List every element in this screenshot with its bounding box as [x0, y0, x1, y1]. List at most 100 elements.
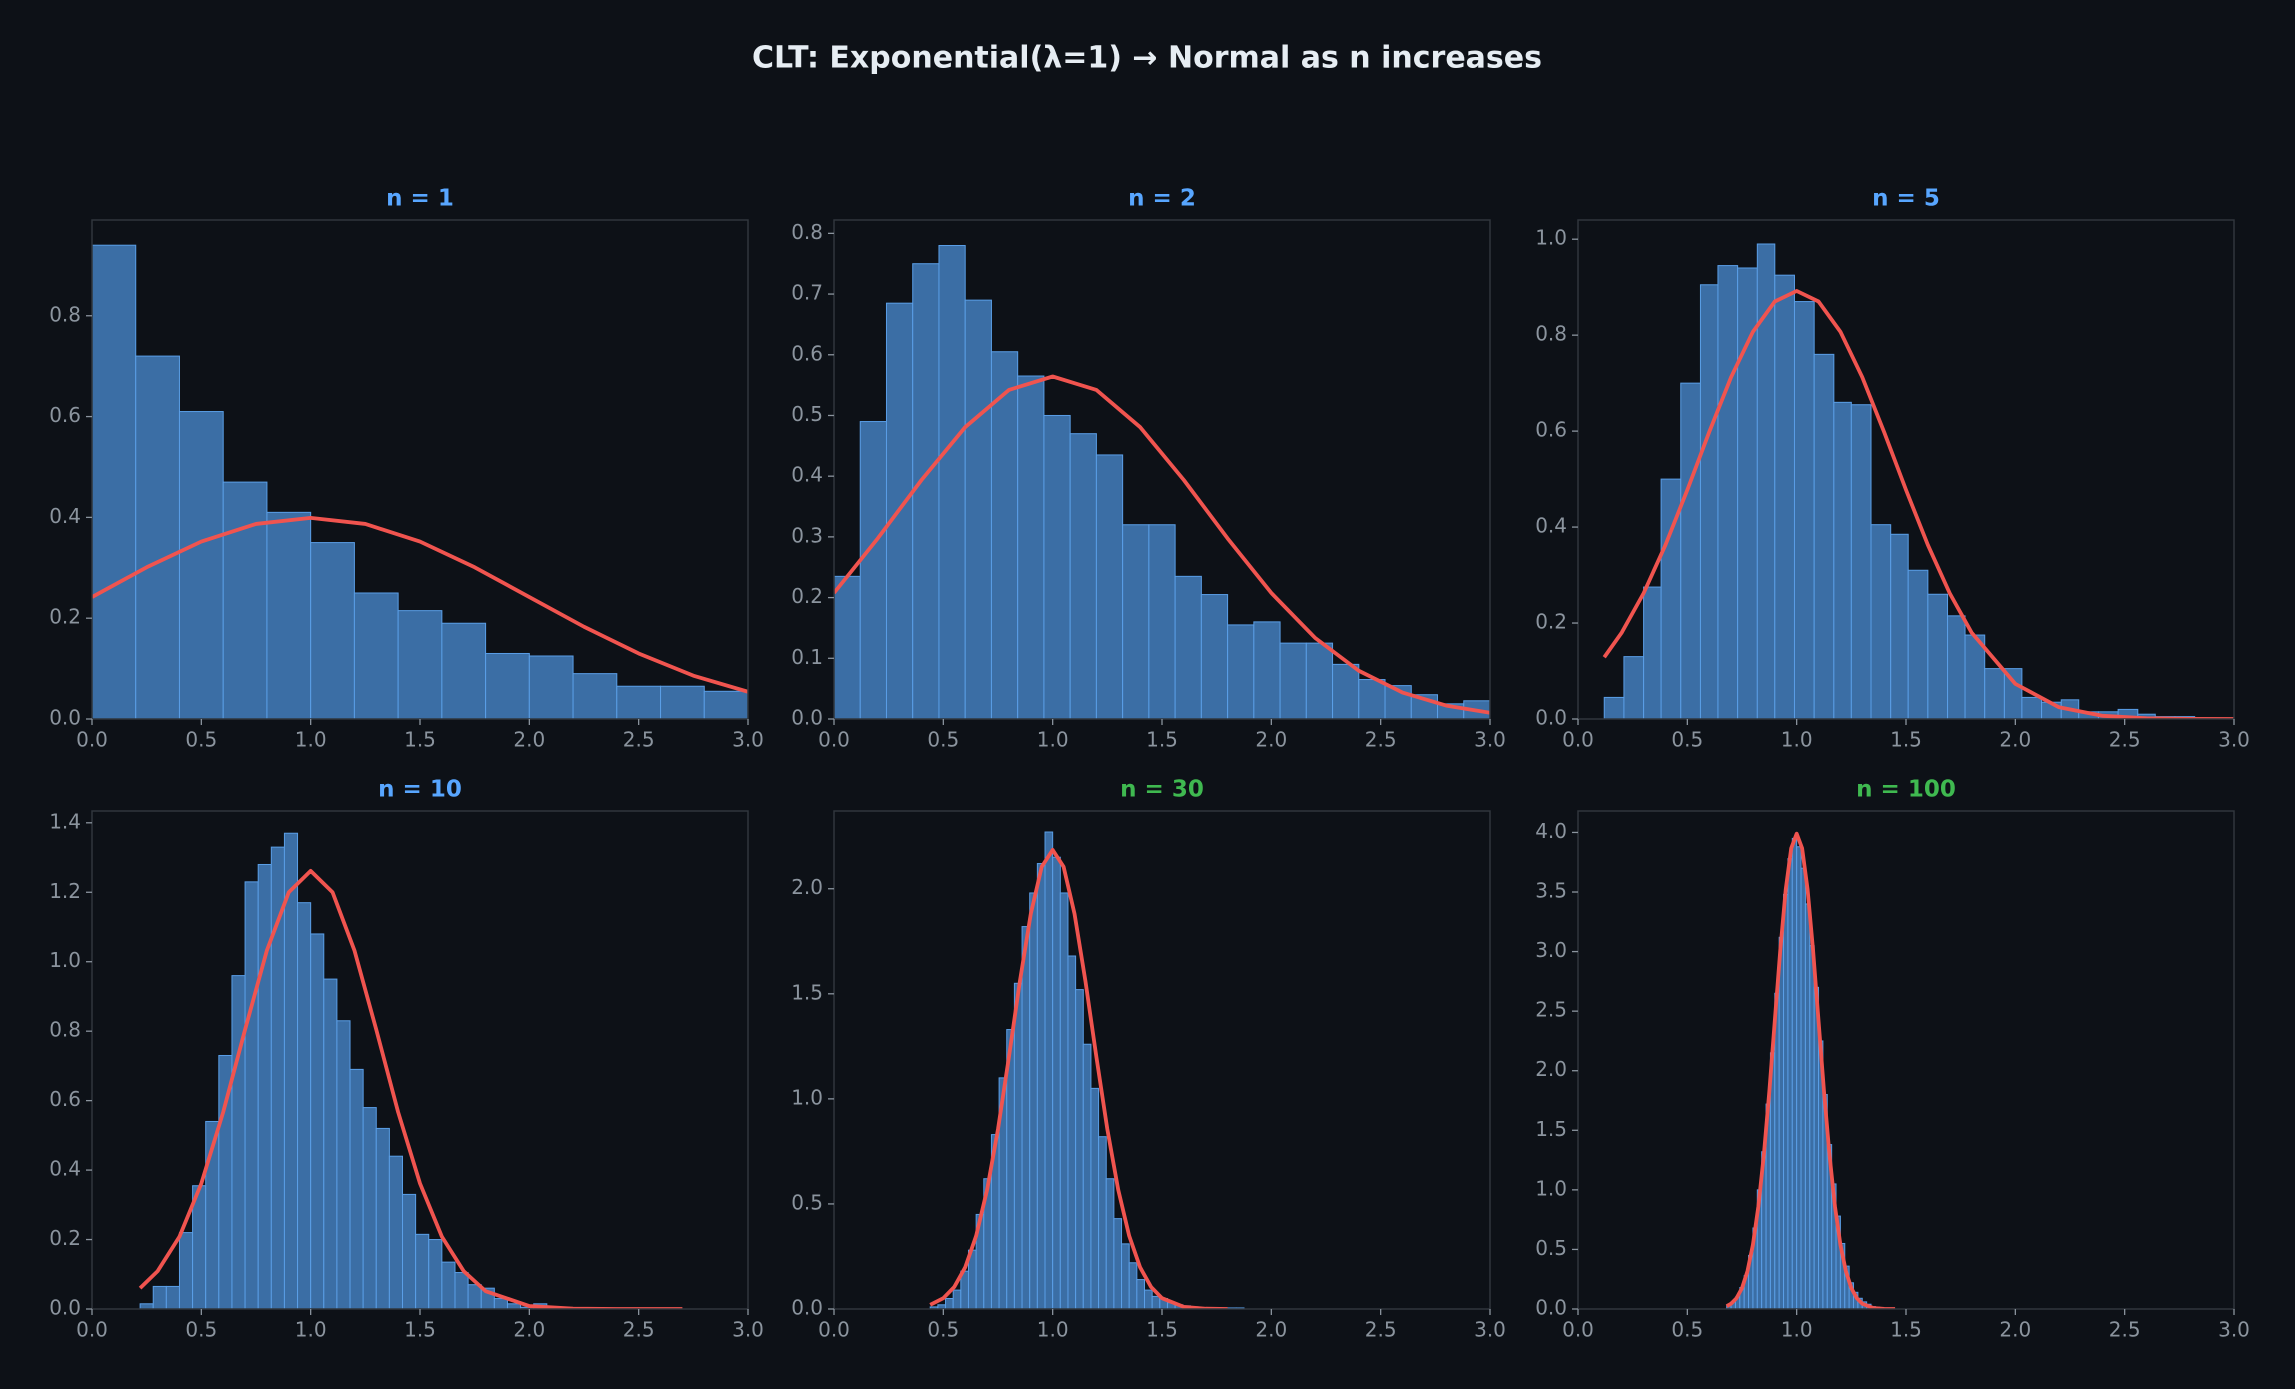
y-tick-label: 0.0 — [49, 1296, 81, 1320]
y-tick-label: 0.5 — [791, 1190, 823, 1214]
bar — [297, 902, 312, 1309]
x-tick-label: 0.5 — [927, 1318, 959, 1342]
normal-curve — [138, 868, 683, 1309]
x-tick-label: 3.0 — [1474, 1318, 1506, 1342]
y-tick-label: 0.2 — [49, 1226, 81, 1250]
y-tick-label: 0.4 — [49, 1157, 81, 1181]
y-tick-label: 1.0 — [49, 948, 81, 972]
x-tick-label: 2.5 — [1365, 1318, 1397, 1342]
bar — [1128, 1262, 1138, 1309]
bar — [1800, 867, 1806, 1309]
bar — [415, 1233, 430, 1309]
bar — [178, 1232, 194, 1309]
bar — [703, 690, 748, 719]
bar — [964, 299, 992, 719]
x-tick-label: 2.0 — [1255, 728, 1287, 752]
x-tick-label: 1.0 — [1037, 728, 1069, 752]
plot-area — [834, 811, 1490, 1309]
x-tick-label: 2.0 — [1255, 1318, 1287, 1342]
x-tick-label: 0.0 — [1562, 728, 1594, 752]
bar — [1358, 679, 1386, 719]
x-tick-label: 0.0 — [76, 1318, 108, 1342]
y-tick-label: 0.4 — [49, 504, 81, 528]
bar — [1253, 621, 1281, 719]
subplot: n = 100 0.0 0.5 1.0 1.5 2.0 2.5 3.0 0.0 0.5 1.0 1.5… — [1535, 777, 2250, 1342]
y-tick-label: 0.8 — [49, 302, 81, 326]
bar — [1813, 353, 1835, 719]
bar — [388, 1155, 404, 1309]
bar — [1017, 375, 1045, 719]
x-tick-label: 3.0 — [2218, 1318, 2250, 1342]
y-tick-label: 1.0 — [1535, 1176, 1567, 1200]
x-tick-label: 2.0 — [513, 1318, 545, 1342]
x-tick-label: 1.0 — [1781, 1318, 1813, 1342]
x-tick-label: 3.0 — [1474, 728, 1506, 752]
bar — [454, 1272, 469, 1309]
bar — [952, 1289, 962, 1309]
y-tick-label: 3.0 — [1535, 938, 1567, 962]
y-tick-label: 0.0 — [1535, 1296, 1567, 1320]
bar — [1984, 668, 2005, 719]
y-tick-label: 3.5 — [1535, 879, 1567, 903]
x-tick-label: 0.0 — [818, 728, 850, 752]
x-tick-label: 0.0 — [1562, 1318, 1594, 1342]
plot-marks — [138, 832, 683, 1309]
x-tick-label: 0.5 — [1671, 1318, 1703, 1342]
bar — [1095, 454, 1124, 719]
x-tick-label: 3.0 — [732, 728, 764, 752]
normal-curve — [929, 847, 1228, 1309]
bar — [266, 511, 312, 719]
y-tick-label: 0.3 — [791, 523, 823, 547]
bar — [1151, 1295, 1161, 1309]
subplot: n = 2 0.0 0.5 1.0 1.5 2.0 2.5 3.0 0.0 0.1 0.2 0.3 0.… — [791, 186, 1506, 752]
bar — [222, 481, 268, 719]
bar — [1121, 1243, 1130, 1309]
bar — [834, 575, 861, 719]
bar — [402, 1193, 417, 1309]
bar — [572, 673, 618, 719]
bar — [152, 1285, 167, 1309]
bar — [178, 411, 224, 719]
bar — [283, 832, 299, 1309]
bar — [1774, 274, 1795, 719]
y-tick-label: 1.5 — [791, 980, 823, 1004]
normal-curve — [1725, 831, 1896, 1309]
x-tick-label: 1.5 — [1146, 728, 1178, 752]
bar — [1410, 694, 1439, 719]
bar — [1013, 982, 1023, 1309]
y-tick-label: 0.0 — [49, 706, 81, 730]
x-tick-label: 1.0 — [295, 728, 327, 752]
figure-title: CLT: Exponential(λ=1) → Normal as n incr… — [752, 41, 1542, 76]
bar — [231, 975, 246, 1309]
x-tick-label: 1.0 — [295, 1318, 327, 1342]
bar — [1774, 992, 1780, 1309]
y-tick-label: 2.0 — [1535, 1057, 1567, 1081]
bar — [1603, 696, 1625, 719]
x-tick-label: 1.5 — [404, 728, 436, 752]
y-tick-label: 1.5 — [1535, 1117, 1567, 1141]
bar — [1680, 382, 1701, 719]
bar — [397, 610, 443, 719]
bar — [323, 978, 338, 1309]
x-tick-label: 0.5 — [185, 1318, 217, 1342]
y-tick-label: 0.2 — [791, 584, 823, 608]
bar — [1717, 265, 1739, 719]
x-tick-label: 1.5 — [1890, 1318, 1922, 1342]
y-tick-label: 0.8 — [1535, 322, 1567, 346]
y-tick-label: 1.0 — [791, 1085, 823, 1109]
bar — [362, 1107, 377, 1309]
bar — [1809, 945, 1815, 1309]
bar — [244, 881, 259, 1309]
bar — [1122, 524, 1150, 719]
y-tick-label: 0.8 — [49, 1018, 81, 1042]
bar — [310, 933, 325, 1309]
bar — [1136, 1279, 1146, 1309]
subplot-title: n = 5 — [1872, 186, 1940, 212]
y-tick-label: 2.5 — [1535, 998, 1567, 1022]
y-tick-label: 4.0 — [1535, 819, 1567, 843]
bar — [1332, 663, 1360, 719]
bar — [1105, 1178, 1115, 1309]
bar — [1850, 404, 1872, 719]
bar — [1305, 642, 1334, 719]
